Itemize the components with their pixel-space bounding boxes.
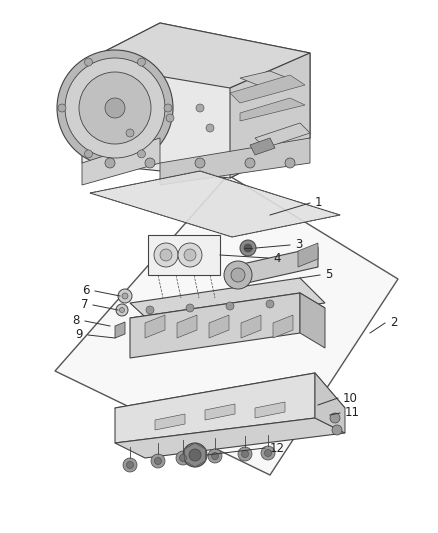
Text: 6: 6 xyxy=(82,285,90,297)
Circle shape xyxy=(85,58,92,66)
Polygon shape xyxy=(300,293,325,348)
Text: 5: 5 xyxy=(325,269,332,281)
Text: 2: 2 xyxy=(390,317,398,329)
Polygon shape xyxy=(298,243,318,267)
Polygon shape xyxy=(82,23,310,178)
Circle shape xyxy=(145,158,155,168)
Circle shape xyxy=(212,453,219,459)
Circle shape xyxy=(332,425,342,435)
Polygon shape xyxy=(130,293,300,358)
Polygon shape xyxy=(90,171,340,237)
Polygon shape xyxy=(82,138,160,185)
Circle shape xyxy=(330,413,340,423)
Circle shape xyxy=(195,158,205,168)
Circle shape xyxy=(65,58,165,158)
Circle shape xyxy=(105,158,115,168)
Circle shape xyxy=(245,158,255,168)
Circle shape xyxy=(155,457,162,464)
Circle shape xyxy=(146,306,154,314)
Circle shape xyxy=(57,50,173,166)
Text: 3: 3 xyxy=(295,238,302,252)
Circle shape xyxy=(105,98,125,118)
Polygon shape xyxy=(155,414,185,430)
Text: 10: 10 xyxy=(343,392,358,405)
Text: 7: 7 xyxy=(81,298,88,311)
Polygon shape xyxy=(230,75,305,103)
Circle shape xyxy=(122,293,128,299)
Polygon shape xyxy=(230,53,310,178)
Circle shape xyxy=(160,249,172,261)
Text: 4: 4 xyxy=(273,252,280,264)
Polygon shape xyxy=(148,235,220,275)
Circle shape xyxy=(196,104,204,112)
Circle shape xyxy=(178,243,202,267)
Circle shape xyxy=(118,289,132,303)
Circle shape xyxy=(123,458,137,472)
Circle shape xyxy=(154,243,178,267)
Circle shape xyxy=(265,449,272,456)
Polygon shape xyxy=(177,315,197,338)
Circle shape xyxy=(151,454,165,468)
Text: 8: 8 xyxy=(73,314,80,327)
Polygon shape xyxy=(55,175,398,475)
Polygon shape xyxy=(145,315,165,338)
Circle shape xyxy=(241,450,248,457)
Circle shape xyxy=(183,443,207,467)
Circle shape xyxy=(79,72,151,144)
Polygon shape xyxy=(205,404,235,420)
Circle shape xyxy=(180,455,187,462)
Polygon shape xyxy=(130,293,325,333)
Circle shape xyxy=(116,304,128,316)
Circle shape xyxy=(138,58,145,66)
Text: 1: 1 xyxy=(315,197,322,209)
Text: 9: 9 xyxy=(75,328,83,342)
Circle shape xyxy=(184,249,196,261)
Circle shape xyxy=(166,114,174,122)
Polygon shape xyxy=(130,278,325,326)
Polygon shape xyxy=(255,402,285,418)
Circle shape xyxy=(186,304,194,312)
Polygon shape xyxy=(240,98,305,121)
Polygon shape xyxy=(209,315,229,338)
Circle shape xyxy=(226,302,234,310)
Polygon shape xyxy=(115,418,345,458)
Polygon shape xyxy=(115,373,315,443)
Circle shape xyxy=(238,447,252,461)
Circle shape xyxy=(127,462,134,469)
Polygon shape xyxy=(315,373,345,433)
Circle shape xyxy=(224,261,252,289)
Circle shape xyxy=(285,158,295,168)
Circle shape xyxy=(138,150,145,158)
Circle shape xyxy=(126,129,134,137)
Circle shape xyxy=(231,268,245,282)
Circle shape xyxy=(164,104,172,112)
Polygon shape xyxy=(273,315,293,338)
Circle shape xyxy=(176,451,190,465)
Text: 12: 12 xyxy=(270,441,285,455)
Polygon shape xyxy=(241,315,261,338)
Circle shape xyxy=(244,244,252,252)
Circle shape xyxy=(85,150,92,158)
Polygon shape xyxy=(250,138,275,155)
Circle shape xyxy=(208,449,222,463)
Circle shape xyxy=(266,300,274,308)
Circle shape xyxy=(240,240,256,256)
Circle shape xyxy=(120,308,124,312)
Text: 11: 11 xyxy=(345,407,360,419)
Polygon shape xyxy=(115,322,125,338)
Polygon shape xyxy=(255,123,310,148)
Polygon shape xyxy=(238,247,318,285)
Circle shape xyxy=(261,446,275,460)
Circle shape xyxy=(206,124,214,132)
Polygon shape xyxy=(240,71,300,90)
Circle shape xyxy=(58,104,66,112)
Circle shape xyxy=(189,449,201,461)
Polygon shape xyxy=(82,23,310,88)
Polygon shape xyxy=(160,138,310,185)
Polygon shape xyxy=(115,373,345,443)
